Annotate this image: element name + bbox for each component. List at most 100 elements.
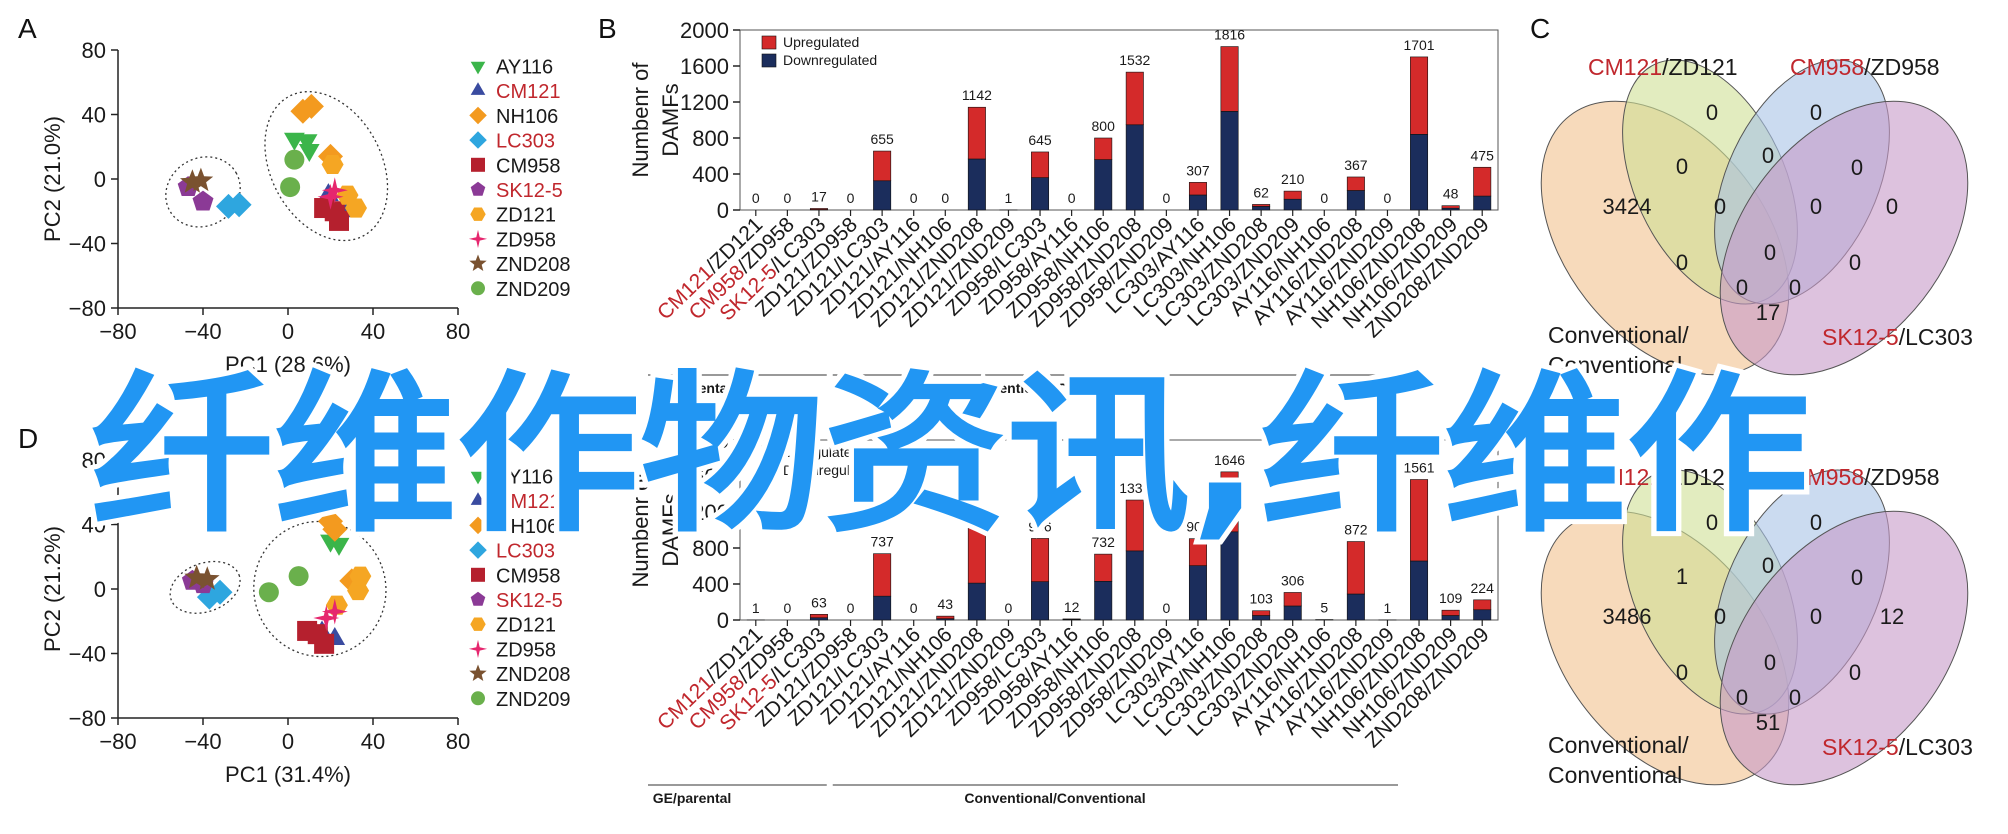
bar-downregulated <box>1220 111 1239 211</box>
x-tick-label: 40 <box>361 319 385 344</box>
bar-downregulated <box>1346 190 1365 211</box>
point-ay116 <box>328 537 350 556</box>
legend-label-lc303: LC303 <box>496 131 555 153</box>
bar-total-label: 17 <box>811 188 827 204</box>
bar-total-label: 0 <box>941 190 949 206</box>
bar-total-label: 306 <box>1281 572 1305 588</box>
bar-downregulated <box>809 617 828 621</box>
point-znd208 <box>188 167 214 192</box>
venn-region-count: 17 <box>1756 300 1780 325</box>
cluster-ellipse <box>169 560 241 614</box>
venn-region-count: 0 <box>1810 194 1822 219</box>
legend-marker-lc303 <box>469 541 487 559</box>
point-cm958 <box>314 633 335 654</box>
legend-label-znd209: ZND209 <box>496 279 570 301</box>
bar-total-label: 0 <box>1384 190 1392 206</box>
bar-downregulated <box>1220 531 1239 621</box>
bar-upregulated <box>1410 56 1429 135</box>
legend-marker-sk12-5 <box>470 591 486 606</box>
bar-downregulated <box>1031 177 1050 211</box>
bar-total-label: 0 <box>1068 190 1076 206</box>
y-tick-label: 1600 <box>680 54 729 79</box>
legend-label-cm121: CM121 <box>496 491 560 513</box>
legend-marker-nh106 <box>469 516 487 535</box>
venn-region-count: 0 <box>1810 510 1822 535</box>
bar-total-label: 62 <box>1253 184 1269 200</box>
group-label: GE/parental <box>653 380 732 396</box>
bar-total-label: 0 <box>847 190 855 206</box>
cluster-ellipse <box>264 91 389 242</box>
venn-region-count: 3486 <box>1603 604 1652 629</box>
venn-region-count: 0 <box>1789 685 1801 710</box>
venn-region-count: 0 <box>1736 275 1748 300</box>
y-tick-label: −80 <box>69 296 106 321</box>
bar-downregulated <box>873 595 892 621</box>
legend-label-lc303: LC303 <box>496 541 555 563</box>
venn-set-label: SK12-5/LC303 <box>1822 324 1973 350</box>
legend-marker-cm958 <box>471 157 485 172</box>
bar-upregulated <box>1220 46 1239 112</box>
y-tick-label: −40 <box>69 642 106 667</box>
venn-region-count: 0 <box>1676 154 1688 179</box>
venn-set-label: CM958/ZD958 <box>1790 464 1940 490</box>
bar-upregulated <box>809 208 828 210</box>
legend-swatch-downregulated <box>761 53 777 68</box>
venn-region-count: 0 <box>1762 553 1774 578</box>
y-tick-label: 800 <box>692 126 729 151</box>
bar-downregulated <box>1125 550 1144 621</box>
point-zd121 <box>349 566 372 586</box>
legend-swatch-upregulated <box>761 35 777 50</box>
legend-marker-znd209 <box>471 691 485 706</box>
bar-downregulated <box>1125 124 1144 211</box>
x-tick-label: 0 <box>282 729 294 754</box>
venn-region-count: 0 <box>1706 510 1718 535</box>
legend-label-zd121: ZD121 <box>496 615 556 637</box>
bar-downregulated <box>967 158 986 211</box>
legend-marker-cm121 <box>470 492 486 505</box>
bar-total-label: 0 <box>783 190 791 206</box>
cluster-ellipse <box>165 156 241 228</box>
bar-upregulated <box>1252 610 1271 616</box>
panel-letter-f: F <box>1530 423 1547 454</box>
venn-region-count: 0 <box>1706 100 1718 125</box>
bar-downregulated <box>1252 206 1271 211</box>
scatter-panel-d: −80−80 −40 −40 0 0 40 40 80 80 PC1 (31.4%) PC2 (21… <box>40 448 570 787</box>
bar-upregulated <box>1125 499 1144 552</box>
legend-marker-ay116 <box>470 61 486 75</box>
point-nh106 <box>298 93 324 119</box>
legend-marker-znd209 <box>471 281 485 296</box>
bar-downregulated <box>967 582 986 621</box>
venn-set-label: CM121/ZD121 <box>1588 54 1738 80</box>
group-label: GE/parental <box>653 790 732 806</box>
venn-set-label: CM958/ZD958 <box>1790 54 1940 80</box>
bar-upregulated <box>1346 176 1365 191</box>
bar-upregulated <box>1094 553 1113 582</box>
x-tick-label: −40 <box>184 319 221 344</box>
legend-label-znd209: ZND209 <box>496 689 570 711</box>
y-tick-label: 0 <box>717 608 729 633</box>
bar-total-label: 0 <box>1162 600 1170 616</box>
venn-region-count: 0 <box>1764 650 1776 675</box>
bar-total-label: 737 <box>870 534 894 550</box>
venn-set-label: Conventional/ <box>1548 732 1689 758</box>
venn-region-count: 0 <box>1736 685 1748 710</box>
bar-downregulated <box>1094 159 1113 211</box>
bar-total-label: 224 <box>1471 580 1495 596</box>
venn-set-label: Conventional/ <box>1548 322 1689 348</box>
bar-upregulated <box>873 553 892 597</box>
legend-marker-zd121 <box>470 207 486 221</box>
point-zd121 <box>347 581 370 601</box>
legend-marker-zd121 <box>470 617 486 631</box>
bar-downregulated <box>1031 581 1050 621</box>
bar-downregulated <box>1283 198 1302 211</box>
bar-total-label: 0 <box>847 600 855 616</box>
panel-letter-e: E <box>598 423 617 454</box>
bar-upregulated <box>1031 538 1050 582</box>
bar-total-label: 1 <box>1005 190 1013 206</box>
bar-total-label: 0 <box>910 190 918 206</box>
legend-label-sk12-5: SK12-5 <box>496 180 563 202</box>
legend-label-ay116: AY116 <box>496 467 553 489</box>
